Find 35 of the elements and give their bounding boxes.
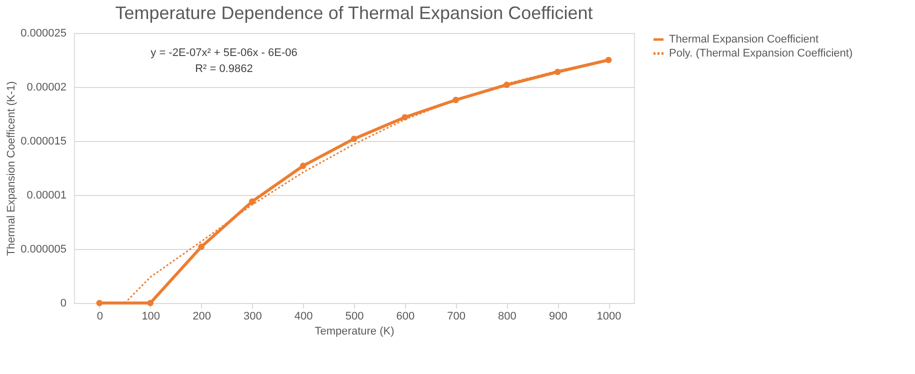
x-tick-label: 400 [294, 310, 313, 322]
annotation: R² = 0.9862 [195, 63, 253, 75]
point [147, 300, 154, 306]
x-tick-label: 700 [447, 310, 466, 322]
point [96, 300, 103, 306]
annotation: y = -2E-07x² + 5E-06x - 6E-06 [150, 47, 298, 59]
x-tick-label: 1000 [596, 310, 622, 322]
y-tick-label: 0 [60, 298, 66, 310]
x-tick-label: 500 [345, 310, 364, 322]
y-tick-label: 0.00001 [26, 190, 66, 202]
point [402, 114, 408, 120]
y-tick-label: 0.000025 [20, 28, 66, 40]
y-tick-label: 0.000015 [20, 136, 66, 148]
x-tick-label: 100 [142, 310, 160, 322]
x-tick-label: 0 [96, 310, 104, 322]
point [300, 162, 306, 169]
y-axis-title: Thermal Expansion Coefficent (K-1) [6, 81, 18, 256]
point [504, 82, 510, 88]
x-axis-title: Temperature (K) [314, 326, 394, 338]
point [249, 198, 256, 205]
legend-label: Thermal Expansion Coefficient [669, 34, 819, 46]
x-tick-label: 200 [192, 310, 211, 322]
y-tick-label: 0.000005 [20, 244, 66, 256]
y-tick-label: 0.00002 [26, 82, 66, 94]
x-tick-label: 300 [244, 310, 262, 322]
point [452, 96, 459, 104]
x-tick-label: 900 [548, 310, 568, 322]
x-tick-label: 800 [498, 310, 516, 322]
point [605, 56, 612, 64]
point [198, 244, 204, 250]
legend-label: Poly. (Thermal Expansion Coefficient) [669, 48, 853, 60]
x-tick-label: 600 [396, 310, 415, 322]
point [350, 136, 358, 142]
chart-title: Temperature Dependence of Thermal Expansion Coefficient [115, 3, 593, 23]
point [554, 68, 561, 76]
